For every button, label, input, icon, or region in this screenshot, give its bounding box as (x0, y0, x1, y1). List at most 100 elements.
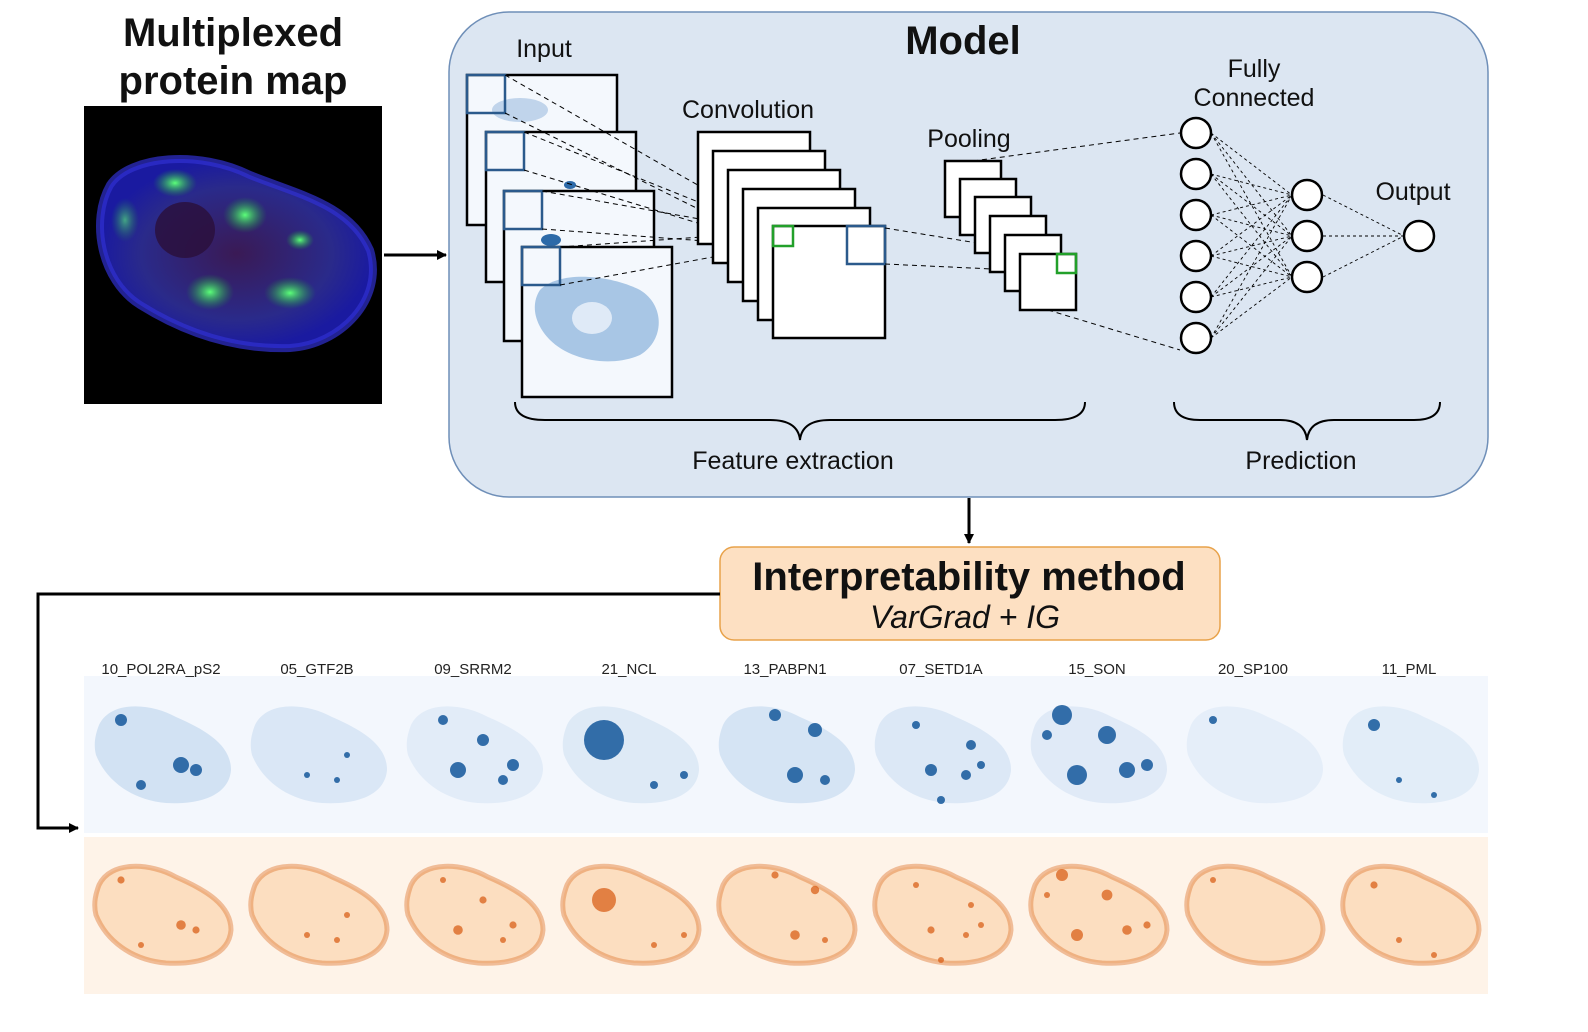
protein-spot (787, 767, 803, 783)
pooling-stack (943, 159, 1078, 312)
multiplexed-title-line1: Multiplexed (123, 11, 343, 55)
attribution-spot (176, 920, 186, 930)
attribution-spot (681, 932, 687, 938)
attribution-spot (344, 912, 350, 918)
protein-cell-image (1186, 706, 1323, 804)
attribution-spot (978, 922, 984, 928)
attribution-cell-rim (248, 863, 390, 966)
fc1-node (1179, 321, 1213, 355)
attribution-spot (913, 882, 919, 888)
protein-spot (1098, 726, 1116, 744)
pooling-label: Pooling (927, 125, 1010, 153)
protein-spot (1067, 765, 1087, 785)
fc2-node (1290, 260, 1324, 294)
protein-label: 10_POL2RA_pS2 (101, 661, 220, 678)
protein-cell-image (94, 706, 232, 804)
attribution-spot (1210, 877, 1216, 883)
protein-spot (1042, 730, 1052, 740)
prediction-label: Prediction (1245, 447, 1356, 475)
attribution-spot (1370, 881, 1378, 889)
input-stack (465, 73, 674, 399)
attribution-spot (771, 871, 779, 879)
protein-spot (1119, 762, 1135, 778)
fc1-node (1179, 239, 1213, 273)
attribution-cell-rim (1184, 863, 1326, 966)
protein-spot (912, 721, 920, 729)
fc1-node (1179, 157, 1213, 191)
attribution-spot (440, 877, 446, 883)
protein-spot (925, 764, 937, 776)
convolution-label: Convolution (682, 96, 814, 124)
interpretability-subtitle: VarGrad + IG (870, 599, 1060, 635)
protein-label: 05_GTF2B (280, 661, 353, 678)
protein-column-labels: 10_POL2RA_pS2 05_GTF2B 09_SRRM2 21_NCL 13_PA… (101, 661, 1436, 678)
attribution-orange-cells (92, 863, 1482, 966)
prediction-brace (1173, 401, 1441, 441)
protein-spot (334, 777, 340, 783)
protein-spot (173, 757, 189, 773)
protein-spot (136, 780, 146, 790)
attribution-spot (304, 932, 310, 938)
attribution-spot (810, 885, 820, 895)
protein-label: 20_SP100 (1218, 661, 1288, 678)
attribution-spot (1071, 929, 1083, 941)
arrow-to-results (36, 592, 720, 833)
protein-cell-image (406, 706, 543, 804)
attribution-spot (927, 926, 935, 934)
fc1-node (1179, 116, 1213, 150)
protein-label: 13_PABPN1 (743, 661, 826, 678)
protein-spot (477, 734, 489, 746)
attribution-cell-image (94, 866, 232, 964)
attribution-spot (509, 921, 517, 929)
protein-cell-image (874, 706, 1011, 804)
multiplexed-protein-map-image (84, 106, 382, 404)
attribution-cell-image (406, 866, 543, 964)
protein-spot (937, 796, 945, 804)
protein-spot (820, 775, 830, 785)
protein-spot (304, 772, 310, 778)
fc-layer-2-nodes (1290, 178, 1324, 294)
attribution-spot (592, 888, 616, 912)
attribution-cell-rim (560, 863, 702, 966)
protein-spot (680, 771, 688, 779)
protein-label: 09_SRRM2 (434, 661, 512, 678)
protein-label: 21_NCL (601, 661, 656, 678)
fc-layer-1-nodes (1179, 116, 1213, 355)
attribution-spot (1122, 925, 1132, 935)
attribution-cell-rim (716, 863, 858, 966)
attribution-spot (651, 942, 657, 948)
protein-spot (966, 740, 976, 750)
protein-spot (1368, 719, 1380, 731)
fc2-node (1290, 219, 1324, 253)
attribution-cell-rim (872, 863, 1014, 966)
fc-connections (1210, 132, 1405, 339)
protein-spot (190, 764, 202, 776)
attribution-spot (822, 937, 828, 943)
attribution-cell-image (1186, 866, 1323, 964)
fc1-node (1179, 198, 1213, 232)
convolution-stack (696, 130, 887, 340)
protein-label: 15_SON (1068, 661, 1126, 678)
fc1-node (1179, 280, 1213, 314)
attribution-cell-image (718, 866, 855, 964)
interpretability-title: Interpretability method (752, 555, 1185, 599)
protein-spot (507, 759, 519, 771)
protein-spot (1052, 705, 1072, 725)
attribution-spot (1396, 937, 1402, 943)
protein-spot (498, 775, 508, 785)
protein-label: 11_PML (1382, 661, 1437, 678)
protein-spot (1141, 759, 1153, 771)
attribution-spot (117, 876, 125, 884)
attribution-spot (1101, 889, 1113, 901)
output-label: Output (1375, 178, 1450, 206)
attribution-cell-rim (404, 863, 546, 966)
attribution-cell-rim (1028, 863, 1170, 966)
pool-to-fc-lines (972, 132, 1181, 351)
attribution-spot (968, 902, 974, 908)
multiplexed-title-line2: protein map (119, 59, 348, 103)
protein-cell-image (1030, 706, 1167, 804)
attribution-cell-image (250, 866, 387, 964)
protein-spot (344, 752, 350, 758)
protein-label: 07_SETD1A (899, 661, 982, 678)
